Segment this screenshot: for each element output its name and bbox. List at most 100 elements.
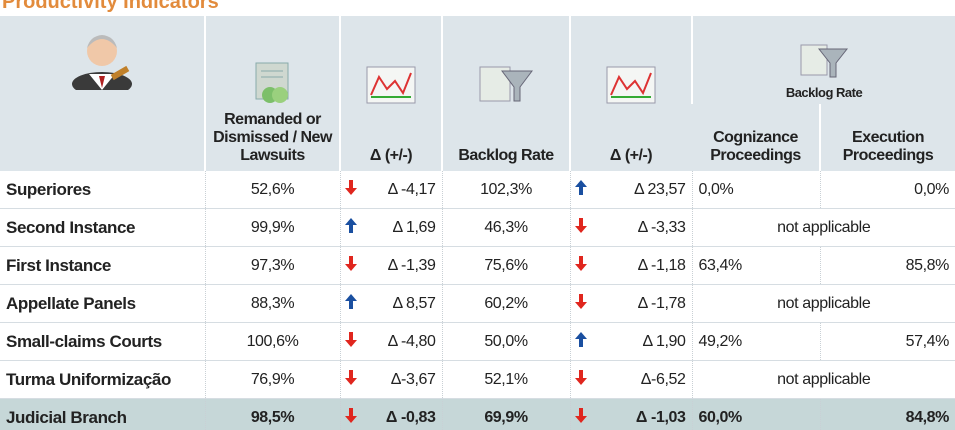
delta-cell: Δ -3,33	[592, 209, 692, 247]
delta-cell: Δ -1,18	[592, 247, 692, 285]
header-text: Backlog Rate	[458, 147, 553, 164]
delta-1-header: Δ (+/-)	[340, 16, 442, 171]
trend-cell	[340, 361, 362, 399]
page: Productivity Indicators Remanded or Dism…	[0, 0, 955, 430]
row-name: Appellate Panels	[0, 285, 205, 323]
funnel-icon	[478, 63, 534, 107]
cognizance-cell: 0,0%	[692, 171, 820, 209]
head-icon-cell	[0, 16, 205, 171]
remanded-cell: 97,3%	[205, 247, 340, 285]
execution-cell: 84,8%	[820, 399, 955, 430]
row-name: Turma Uniformização	[0, 361, 205, 399]
trend-cell	[570, 361, 592, 399]
remanded-cell: 98,5%	[205, 399, 340, 430]
trend-arrow	[574, 216, 588, 235]
trend-cell	[570, 285, 592, 323]
trend-cell	[570, 399, 592, 430]
trend-arrow	[574, 368, 588, 387]
delta-cell: Δ -1,03	[592, 399, 692, 430]
delta-cell: Δ -4,17	[362, 171, 442, 209]
backlog-header: Backlog Rate	[442, 16, 570, 171]
judge-icon	[67, 24, 137, 90]
table-head: Remanded or Dismissed / New Lawsuits Δ (…	[0, 16, 955, 171]
trend-cell	[340, 285, 362, 323]
trend-arrow	[344, 406, 358, 425]
header-text: Backlog Rate	[786, 85, 862, 100]
delta-cell: Δ 1,90	[592, 323, 692, 361]
delta-cell: Δ -1,78	[592, 285, 692, 323]
chart-icon	[603, 63, 659, 107]
trend-cell	[570, 171, 592, 209]
chart-icon	[363, 63, 419, 107]
trend-arrow	[574, 292, 588, 311]
remanded-cell: 100,6%	[205, 323, 340, 361]
delta-cell: Δ 23,57	[592, 171, 692, 209]
trend-cell	[570, 323, 592, 361]
remanded-header: Remanded or Dismissed / New Lawsuits	[205, 16, 340, 171]
trend-cell	[340, 171, 362, 209]
delta-cell: Δ -0,83	[362, 399, 442, 430]
remanded-cell: 99,9%	[205, 209, 340, 247]
cognizance-header: Cognizance Proceedings	[692, 104, 820, 171]
trend-arrow	[344, 368, 358, 387]
row-name: Second Instance	[0, 209, 205, 247]
trend-arrow	[574, 330, 588, 349]
execution-header: Execution Proceedings	[820, 104, 955, 171]
delta-2-header: Δ (+/-)	[570, 16, 692, 171]
cognizance-cell: 60,0%	[692, 399, 820, 430]
backlog-cell: 69,9%	[442, 399, 570, 430]
backlog-cell: 52,1%	[442, 361, 570, 399]
trend-cell	[570, 247, 592, 285]
backlog-cell: 50,0%	[442, 323, 570, 361]
row-name: Small-claims Courts	[0, 323, 205, 361]
remanded-cell: 88,3%	[205, 285, 340, 323]
cognizance-cell: 49,2%	[692, 323, 820, 361]
trend-arrow	[344, 292, 358, 311]
row-name: Superiores	[0, 171, 205, 209]
delta-cell: Δ-6,52	[592, 361, 692, 399]
execution-cell: 0,0%	[820, 171, 955, 209]
title-strip: Productivity Indicators	[0, 0, 955, 16]
backlog-cell: 46,3%	[442, 209, 570, 247]
header-text: Remanded or Dismissed / New Lawsuits	[213, 111, 332, 164]
funnel-icon	[799, 43, 849, 83]
trend-cell	[340, 399, 362, 430]
trend-arrow	[344, 178, 358, 197]
header-text: Δ (+/-)	[370, 147, 412, 164]
not-applicable-cell: not applicable	[692, 361, 955, 399]
remanded-cell: 76,9%	[205, 361, 340, 399]
doc-icon	[250, 61, 296, 105]
header-text: Execution Proceedings	[843, 129, 934, 164]
trend-arrow	[344, 254, 358, 273]
backlog-group-header: Backlog Rate	[692, 16, 955, 104]
delta-cell: Δ -4,80	[362, 323, 442, 361]
execution-cell: 57,4%	[820, 323, 955, 361]
trend-cell	[340, 323, 362, 361]
delta-cell: Δ -1,39	[362, 247, 442, 285]
delta-cell: Δ-3,67	[362, 361, 442, 399]
cognizance-cell: 63,4%	[692, 247, 820, 285]
trend-arrow	[574, 406, 588, 425]
delta-cell: Δ 8,57	[362, 285, 442, 323]
not-applicable-cell: not applicable	[692, 285, 955, 323]
trend-cell	[340, 209, 362, 247]
trend-arrow	[344, 330, 358, 349]
remanded-cell: 52,6%	[205, 171, 340, 209]
backlog-cell: 60,2%	[442, 285, 570, 323]
title: Productivity Indicators	[2, 0, 219, 14]
backlog-cell: 102,3%	[442, 171, 570, 209]
delta-cell: Δ 1,69	[362, 209, 442, 247]
indicator-table: Remanded or Dismissed / New Lawsuits Δ (…	[0, 16, 955, 430]
row-name: Judicial Branch	[0, 399, 205, 430]
not-applicable-cell: not applicable	[692, 209, 955, 247]
trend-cell	[570, 209, 592, 247]
trend-cell	[340, 247, 362, 285]
